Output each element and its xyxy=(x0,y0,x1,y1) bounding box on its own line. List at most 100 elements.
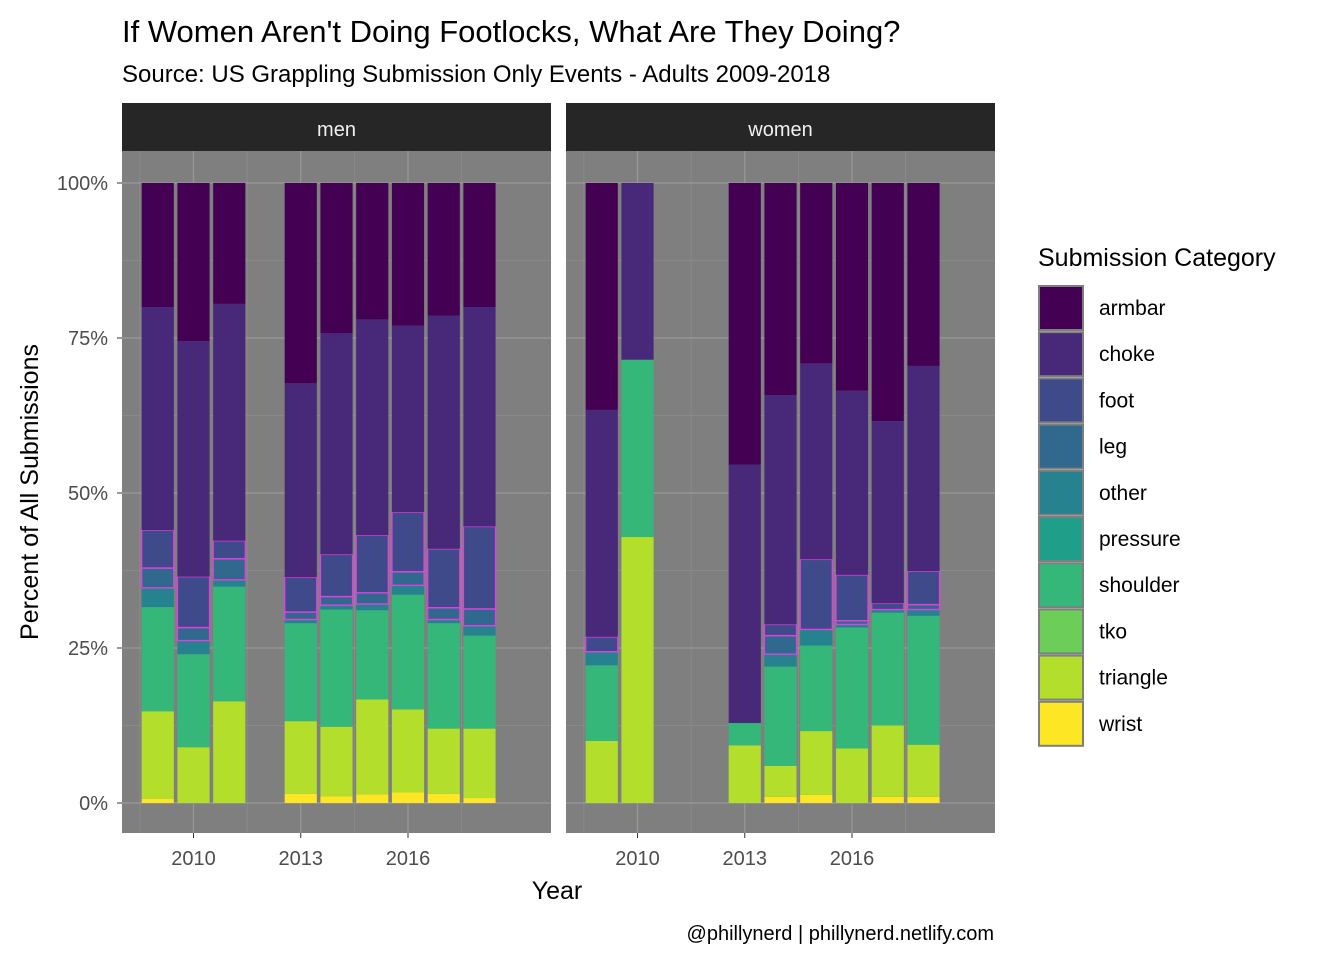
bar-men-2013 xyxy=(283,183,318,803)
chart-title: If Women Aren't Doing Footlocks, What Ar… xyxy=(122,14,900,49)
bar-segment-shoulder xyxy=(728,723,761,746)
bar-segment-choke xyxy=(621,183,654,360)
panel-men: men xyxy=(122,103,551,833)
legend-swatch xyxy=(1040,379,1082,422)
x-tick-label: 2016 xyxy=(830,848,875,870)
bar-segment-foot xyxy=(835,574,869,622)
legend-swatch xyxy=(1040,564,1082,607)
legend-label: armbar xyxy=(1099,297,1166,320)
bar-segment-triangle xyxy=(835,748,869,803)
bar-segment-choke xyxy=(764,395,797,625)
bar-segment-armbar xyxy=(835,183,869,391)
bar-segment-foot xyxy=(391,511,425,573)
bar-women-2009 xyxy=(584,183,619,803)
bar-men-2014 xyxy=(319,183,354,803)
legend-item-other: other xyxy=(1038,469,1147,516)
bar-segment-shoulder xyxy=(800,645,833,732)
bar-segment-shoulder xyxy=(427,623,460,729)
legend-label: pressure xyxy=(1099,528,1181,551)
bar-men-2015 xyxy=(355,183,390,803)
bar-segment-choke xyxy=(585,409,618,637)
bar-segment-armbar xyxy=(728,183,761,465)
bar-segment-triangle xyxy=(213,701,246,803)
y-axis-title: Percent of All Submissions xyxy=(16,344,44,640)
bar-segment-choke xyxy=(427,315,460,549)
bar-segment-shoulder xyxy=(585,665,618,741)
legend-label: wrist xyxy=(1098,713,1142,736)
y-tick-label: 100% xyxy=(57,173,108,195)
bar-segment-armbar xyxy=(585,183,618,410)
bar-segment-choke xyxy=(728,464,761,724)
bar-segment-choke xyxy=(213,303,246,541)
bar-segment-triangle xyxy=(320,726,353,797)
bar-segment-other xyxy=(907,609,940,616)
bar-segment-other xyxy=(835,624,869,628)
bar-segment-choke xyxy=(177,341,210,577)
bar-segment-shoulder xyxy=(871,612,904,726)
bar-segment-armbar xyxy=(391,183,425,326)
legend-title: Submission Category xyxy=(1038,244,1276,272)
legend-label: shoulder xyxy=(1099,574,1180,597)
bar-women-2015 xyxy=(799,183,834,803)
bar-segment-armbar xyxy=(800,183,833,364)
x-tick-label: 2013 xyxy=(279,848,324,870)
bar-segment-leg xyxy=(906,603,941,611)
bar-segment-other xyxy=(800,629,833,646)
bar-men-2018 xyxy=(462,183,497,803)
bar-segment-shoulder xyxy=(835,627,869,749)
bar-segment-other xyxy=(871,609,904,613)
bar-segment-wrist xyxy=(427,793,460,803)
bar-segment-choke xyxy=(800,363,833,560)
bar-men-2009 xyxy=(140,183,175,803)
bar-segment-other xyxy=(213,579,246,587)
bar-segment-other xyxy=(585,651,618,666)
legend-item-shoulder: shoulder xyxy=(1038,562,1180,609)
bar-segment-other xyxy=(177,640,210,655)
x-axis: 2010 2013 2016 2010 2013 2016 xyxy=(171,833,874,870)
legend-label: choke xyxy=(1099,343,1155,366)
bar-segment-shoulder xyxy=(356,610,389,700)
bar-segment-triangle xyxy=(391,709,425,793)
bar-segment-leg xyxy=(462,608,497,627)
bar-segment-leg xyxy=(283,611,318,621)
bar-segment-foot xyxy=(140,529,175,569)
legend: Submission Category armbar choke foot leg ot… xyxy=(1038,244,1276,747)
bar-segment-choke xyxy=(320,333,353,555)
bar-segment-shoulder xyxy=(213,586,246,702)
bar-segment-armbar xyxy=(764,183,797,396)
bar-segment-shoulder xyxy=(463,635,496,729)
bar-women-2016 xyxy=(835,183,869,803)
legend-item-pressure: pressure xyxy=(1038,516,1181,562)
bar-segment-foot xyxy=(584,636,619,653)
strip-women xyxy=(566,103,995,151)
bar-segment-wrist xyxy=(764,796,797,803)
bar-segment-wrist xyxy=(800,794,833,803)
bar-segment-triangle xyxy=(356,699,389,795)
legend-item-triangle: triangle xyxy=(1038,654,1168,701)
bar-men-2016 xyxy=(391,183,425,803)
chart-caption: @phillynerd | phillynerd.netlify.com xyxy=(687,923,994,945)
legend-swatch xyxy=(1040,287,1082,329)
bar-segment-other xyxy=(427,619,460,624)
bar-segment-choke xyxy=(391,325,425,513)
bar-segment-foot xyxy=(355,534,390,594)
bar-segment-other xyxy=(463,625,496,636)
bar-men-2010 xyxy=(176,183,211,803)
bar-segment-armbar xyxy=(141,183,174,307)
bar-segment-armbar xyxy=(320,183,353,334)
bar-women-2014 xyxy=(763,183,798,803)
legend-swatch xyxy=(1040,656,1082,699)
bar-segment-triangle xyxy=(427,728,460,794)
legend-swatch xyxy=(1040,425,1082,468)
bar-segment-other xyxy=(284,619,317,624)
bar-segment-leg xyxy=(763,634,798,655)
bar-segment-shoulder xyxy=(764,666,797,766)
legend-swatch xyxy=(1040,471,1082,514)
strip-men xyxy=(122,103,551,151)
bar-segment-foot xyxy=(176,576,211,629)
bar-segment-other xyxy=(356,603,389,611)
legend-item-foot: foot xyxy=(1038,377,1134,424)
y-tick-label: 0% xyxy=(79,793,108,815)
bar-segment-wrist xyxy=(141,798,174,803)
